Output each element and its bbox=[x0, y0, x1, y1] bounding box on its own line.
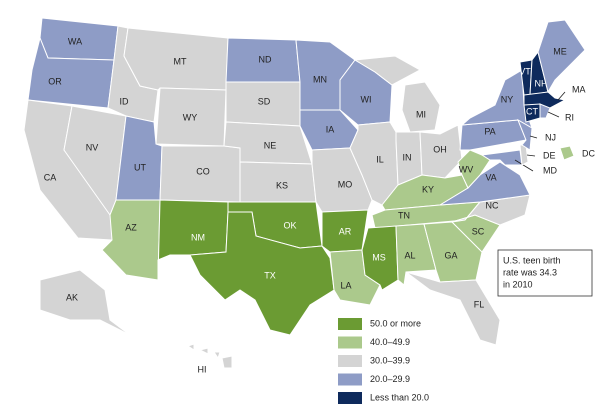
state-label: ID bbox=[120, 96, 130, 106]
state-label: SC bbox=[472, 226, 485, 236]
state-label: NY bbox=[501, 94, 514, 104]
state-label: SD bbox=[258, 96, 271, 106]
state-label: AK bbox=[66, 292, 78, 302]
state-label: WI bbox=[361, 94, 372, 104]
leader-line bbox=[514, 159, 534, 172]
state-label: WA bbox=[68, 36, 82, 46]
state bbox=[198, 347, 209, 355]
state-label: MO bbox=[338, 179, 353, 189]
state-label: ND bbox=[259, 54, 272, 64]
state-label: KS bbox=[276, 180, 288, 190]
state-label: MT bbox=[174, 56, 187, 66]
legend-swatch bbox=[338, 336, 362, 349]
legend-label: 30.0–39.9 bbox=[370, 355, 410, 365]
state bbox=[213, 351, 221, 360]
state-label: GA bbox=[444, 250, 457, 260]
legend-swatch bbox=[338, 318, 362, 330]
state-label: ME bbox=[553, 46, 567, 56]
leader-line bbox=[526, 154, 536, 157]
state-label: UT bbox=[134, 162, 146, 172]
legend-label: 50.0 or more bbox=[370, 318, 421, 328]
state bbox=[457, 149, 491, 189]
note-text: in 2010 bbox=[503, 279, 533, 289]
state-label: OK bbox=[283, 220, 296, 230]
state-label: MA bbox=[572, 84, 586, 94]
state bbox=[405, 271, 501, 346]
state-label: WV bbox=[459, 164, 474, 174]
legend-swatch bbox=[338, 355, 362, 367]
state-label: LA bbox=[340, 280, 351, 290]
state bbox=[401, 81, 441, 133]
state-label: MI bbox=[416, 109, 426, 119]
state-label: MS bbox=[372, 252, 386, 262]
state-label: CO bbox=[196, 166, 210, 176]
state-label: AR bbox=[339, 226, 352, 236]
state-label: NV bbox=[86, 142, 99, 152]
state-label: VA bbox=[485, 172, 496, 182]
state bbox=[460, 69, 533, 130]
state bbox=[559, 145, 575, 161]
state-label: NM bbox=[191, 232, 205, 242]
leader-line bbox=[529, 135, 538, 139]
state bbox=[189, 211, 335, 336]
state-label: MN bbox=[313, 74, 327, 84]
state-label: IL bbox=[376, 154, 384, 164]
state-label: AZ bbox=[125, 222, 137, 232]
state-label: MD bbox=[543, 165, 557, 175]
state-label: TN bbox=[398, 210, 410, 220]
state-label: IA bbox=[326, 124, 335, 134]
state-label: PA bbox=[484, 126, 495, 136]
state bbox=[353, 55, 422, 86]
note-text: rate was 34.3 bbox=[503, 267, 557, 277]
state-label: NJ bbox=[545, 132, 556, 142]
legend-label: 40.0–49.9 bbox=[370, 337, 410, 347]
leader-line bbox=[547, 111, 560, 118]
state-label: OR bbox=[48, 76, 62, 86]
state-label: HI bbox=[198, 364, 207, 374]
state bbox=[539, 103, 551, 119]
state-label: IN bbox=[403, 152, 412, 162]
state bbox=[439, 161, 531, 206]
state bbox=[221, 355, 233, 369]
state-label: WY bbox=[183, 112, 198, 122]
state bbox=[517, 118, 533, 151]
state-label: RI bbox=[565, 112, 574, 122]
state bbox=[186, 343, 195, 351]
state-label: NE bbox=[264, 140, 277, 150]
state-label: TX bbox=[264, 270, 276, 280]
state-label: KY bbox=[422, 184, 434, 194]
state-label: OH bbox=[433, 144, 447, 154]
state-label: NH bbox=[535, 78, 548, 88]
leader-line bbox=[557, 91, 566, 101]
state-label: DC bbox=[582, 148, 595, 158]
state-label: VT bbox=[519, 66, 531, 76]
legend-swatch bbox=[338, 392, 362, 404]
legend-swatch bbox=[338, 373, 362, 386]
state-label: FL bbox=[474, 299, 485, 309]
state-label: NC bbox=[486, 200, 499, 210]
note-text: U.S. teen birth bbox=[503, 255, 561, 265]
state-label: CT bbox=[526, 106, 538, 116]
legend-label: Less than 20.0 bbox=[370, 392, 429, 402]
state-label: CA bbox=[44, 172, 57, 182]
state bbox=[39, 269, 131, 336]
legend-label: 20.0–29.9 bbox=[370, 374, 410, 384]
state-label: DE bbox=[543, 150, 556, 160]
note-box bbox=[497, 249, 593, 297]
state-label: AL bbox=[404, 250, 415, 260]
